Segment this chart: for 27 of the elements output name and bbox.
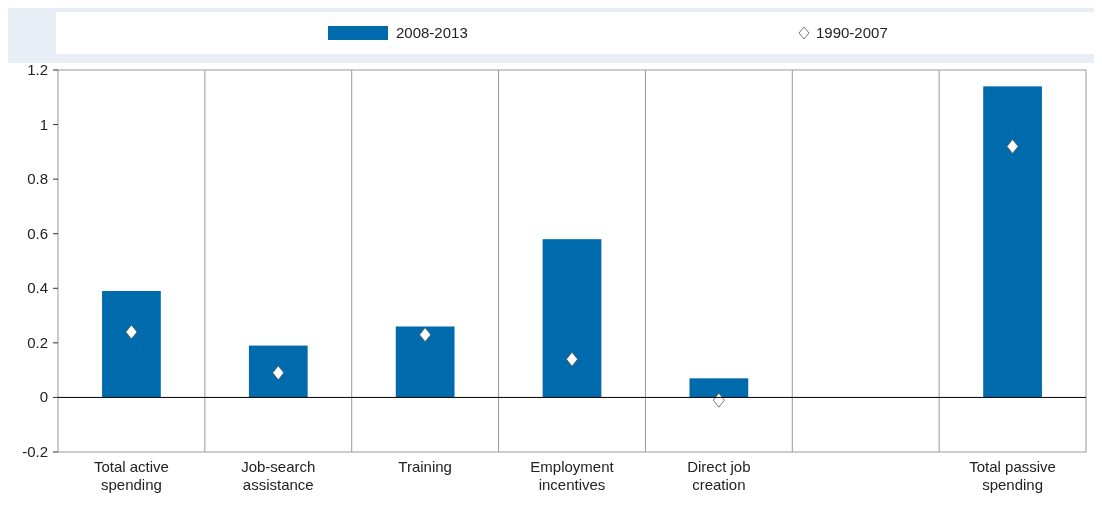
x-tick-label: Total passive spending [969,458,1056,493]
bar [102,291,161,398]
y-tick-label: 0 [39,388,48,406]
y-tick-label: 0.4 [27,279,48,297]
y-tick-label: 1.2 [27,61,48,78]
y-tick-label: -0.2 [22,443,48,460]
legend-label: 1990-2007 [816,24,888,41]
y-tick-label: 0.8 [27,170,48,188]
point [1006,139,1019,154]
point [566,351,578,367]
x-tick-label: Direct job creation [687,458,751,493]
y-tick-label: 0.2 [27,333,48,351]
point [712,392,725,408]
legend-label: 2008-2013 [396,24,468,41]
bar [983,86,1042,398]
y-tick-label: 1 [39,115,48,133]
x-tick-label: Training [398,458,452,475]
point [125,324,138,340]
y-tick-label: 0.6 [27,224,48,242]
x-tick-label: Employment incentives [530,458,615,493]
x-tick-label: Total active spending [93,458,169,493]
bar [542,239,602,398]
bar [248,345,308,398]
x-tick-label: Job-search assistance [241,458,316,493]
point [419,327,432,343]
bar [395,326,455,398]
bar [689,378,749,398]
